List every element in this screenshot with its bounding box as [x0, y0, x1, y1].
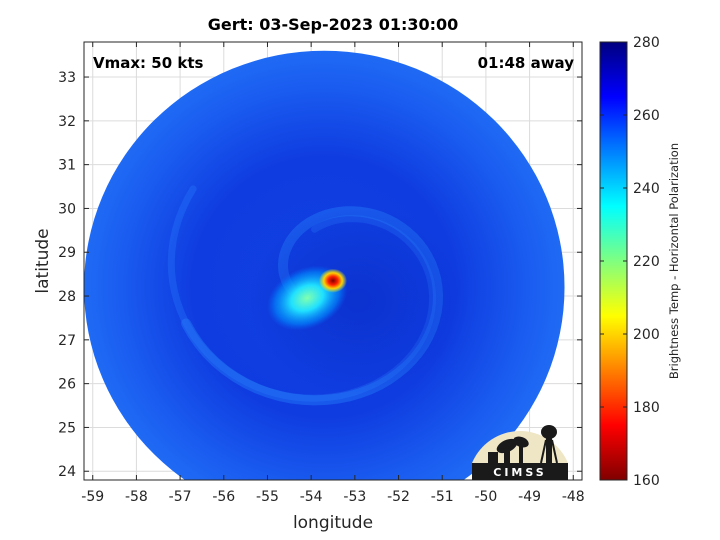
time-away-annotation: 01:48 away — [478, 54, 575, 72]
y-tick-label: 33 — [58, 70, 76, 86]
colorbar — [599, 41, 628, 481]
x-tick-label: -54 — [300, 489, 323, 505]
cimss-logo: CIMSS — [472, 425, 568, 480]
warm-core — [319, 268, 347, 293]
chart-title: Gert: 03-Sep-2023 01:30:00 — [208, 15, 459, 34]
colorbar-tick-label: 260 — [633, 108, 660, 124]
x-tick-label: -57 — [169, 489, 192, 505]
x-tick-label: -53 — [343, 489, 366, 505]
x-axis-label: longitude — [293, 513, 373, 533]
colorbar-tick-label: 280 — [633, 35, 660, 51]
y-tick-label: 26 — [58, 377, 76, 393]
x-tick-label: -49 — [518, 489, 541, 505]
axis-ticks: -59 -58 -57 -56 -55 -54 -53 -52 -51 -50 -49 -48 24 25… — [58, 42, 585, 505]
vmax-annotation: Vmax: 50 kts — [93, 54, 203, 72]
colorbar-tick-label: 240 — [633, 181, 660, 197]
y-tick-label: 28 — [58, 289, 76, 305]
x-tick-label: -50 — [474, 489, 497, 505]
colorbar-tick-label: 180 — [633, 400, 660, 416]
x-tick-label: -51 — [431, 489, 454, 505]
brightness-temp-swath — [84, 50, 565, 480]
logo-text: CIMSS — [493, 466, 546, 479]
y-tick-label: 29 — [58, 245, 76, 261]
y-tick-label: 31 — [58, 158, 76, 174]
x-tick-label: -52 — [387, 489, 410, 505]
y-tick-label: 25 — [58, 420, 76, 436]
y-tick-label: 27 — [58, 333, 76, 349]
x-tick-label: -56 — [212, 489, 235, 505]
colorbar-label: Brightness Temp - Horizontal Polarizatio… — [667, 143, 681, 379]
y-tick-label: 24 — [58, 464, 76, 480]
x-tick-label: -58 — [125, 489, 148, 505]
x-tick-label: -48 — [562, 489, 585, 505]
dark-eyewall-region — [248, 205, 468, 396]
axes-box — [83, 41, 583, 481]
x-tick-label: -59 — [81, 489, 104, 505]
y-axis-label: latitude — [33, 228, 53, 293]
y-tick-label: 30 — [58, 201, 76, 217]
colorbar-ticks: 280 260 240 220 200 180 160 — [600, 35, 660, 489]
x-tick-label: -55 — [256, 489, 279, 505]
colorbar-tick-label: 160 — [633, 473, 660, 489]
colorbar-tick-label: 200 — [633, 327, 660, 343]
colorbar-tick-label: 220 — [633, 254, 660, 270]
y-tick-label: 32 — [58, 114, 76, 130]
